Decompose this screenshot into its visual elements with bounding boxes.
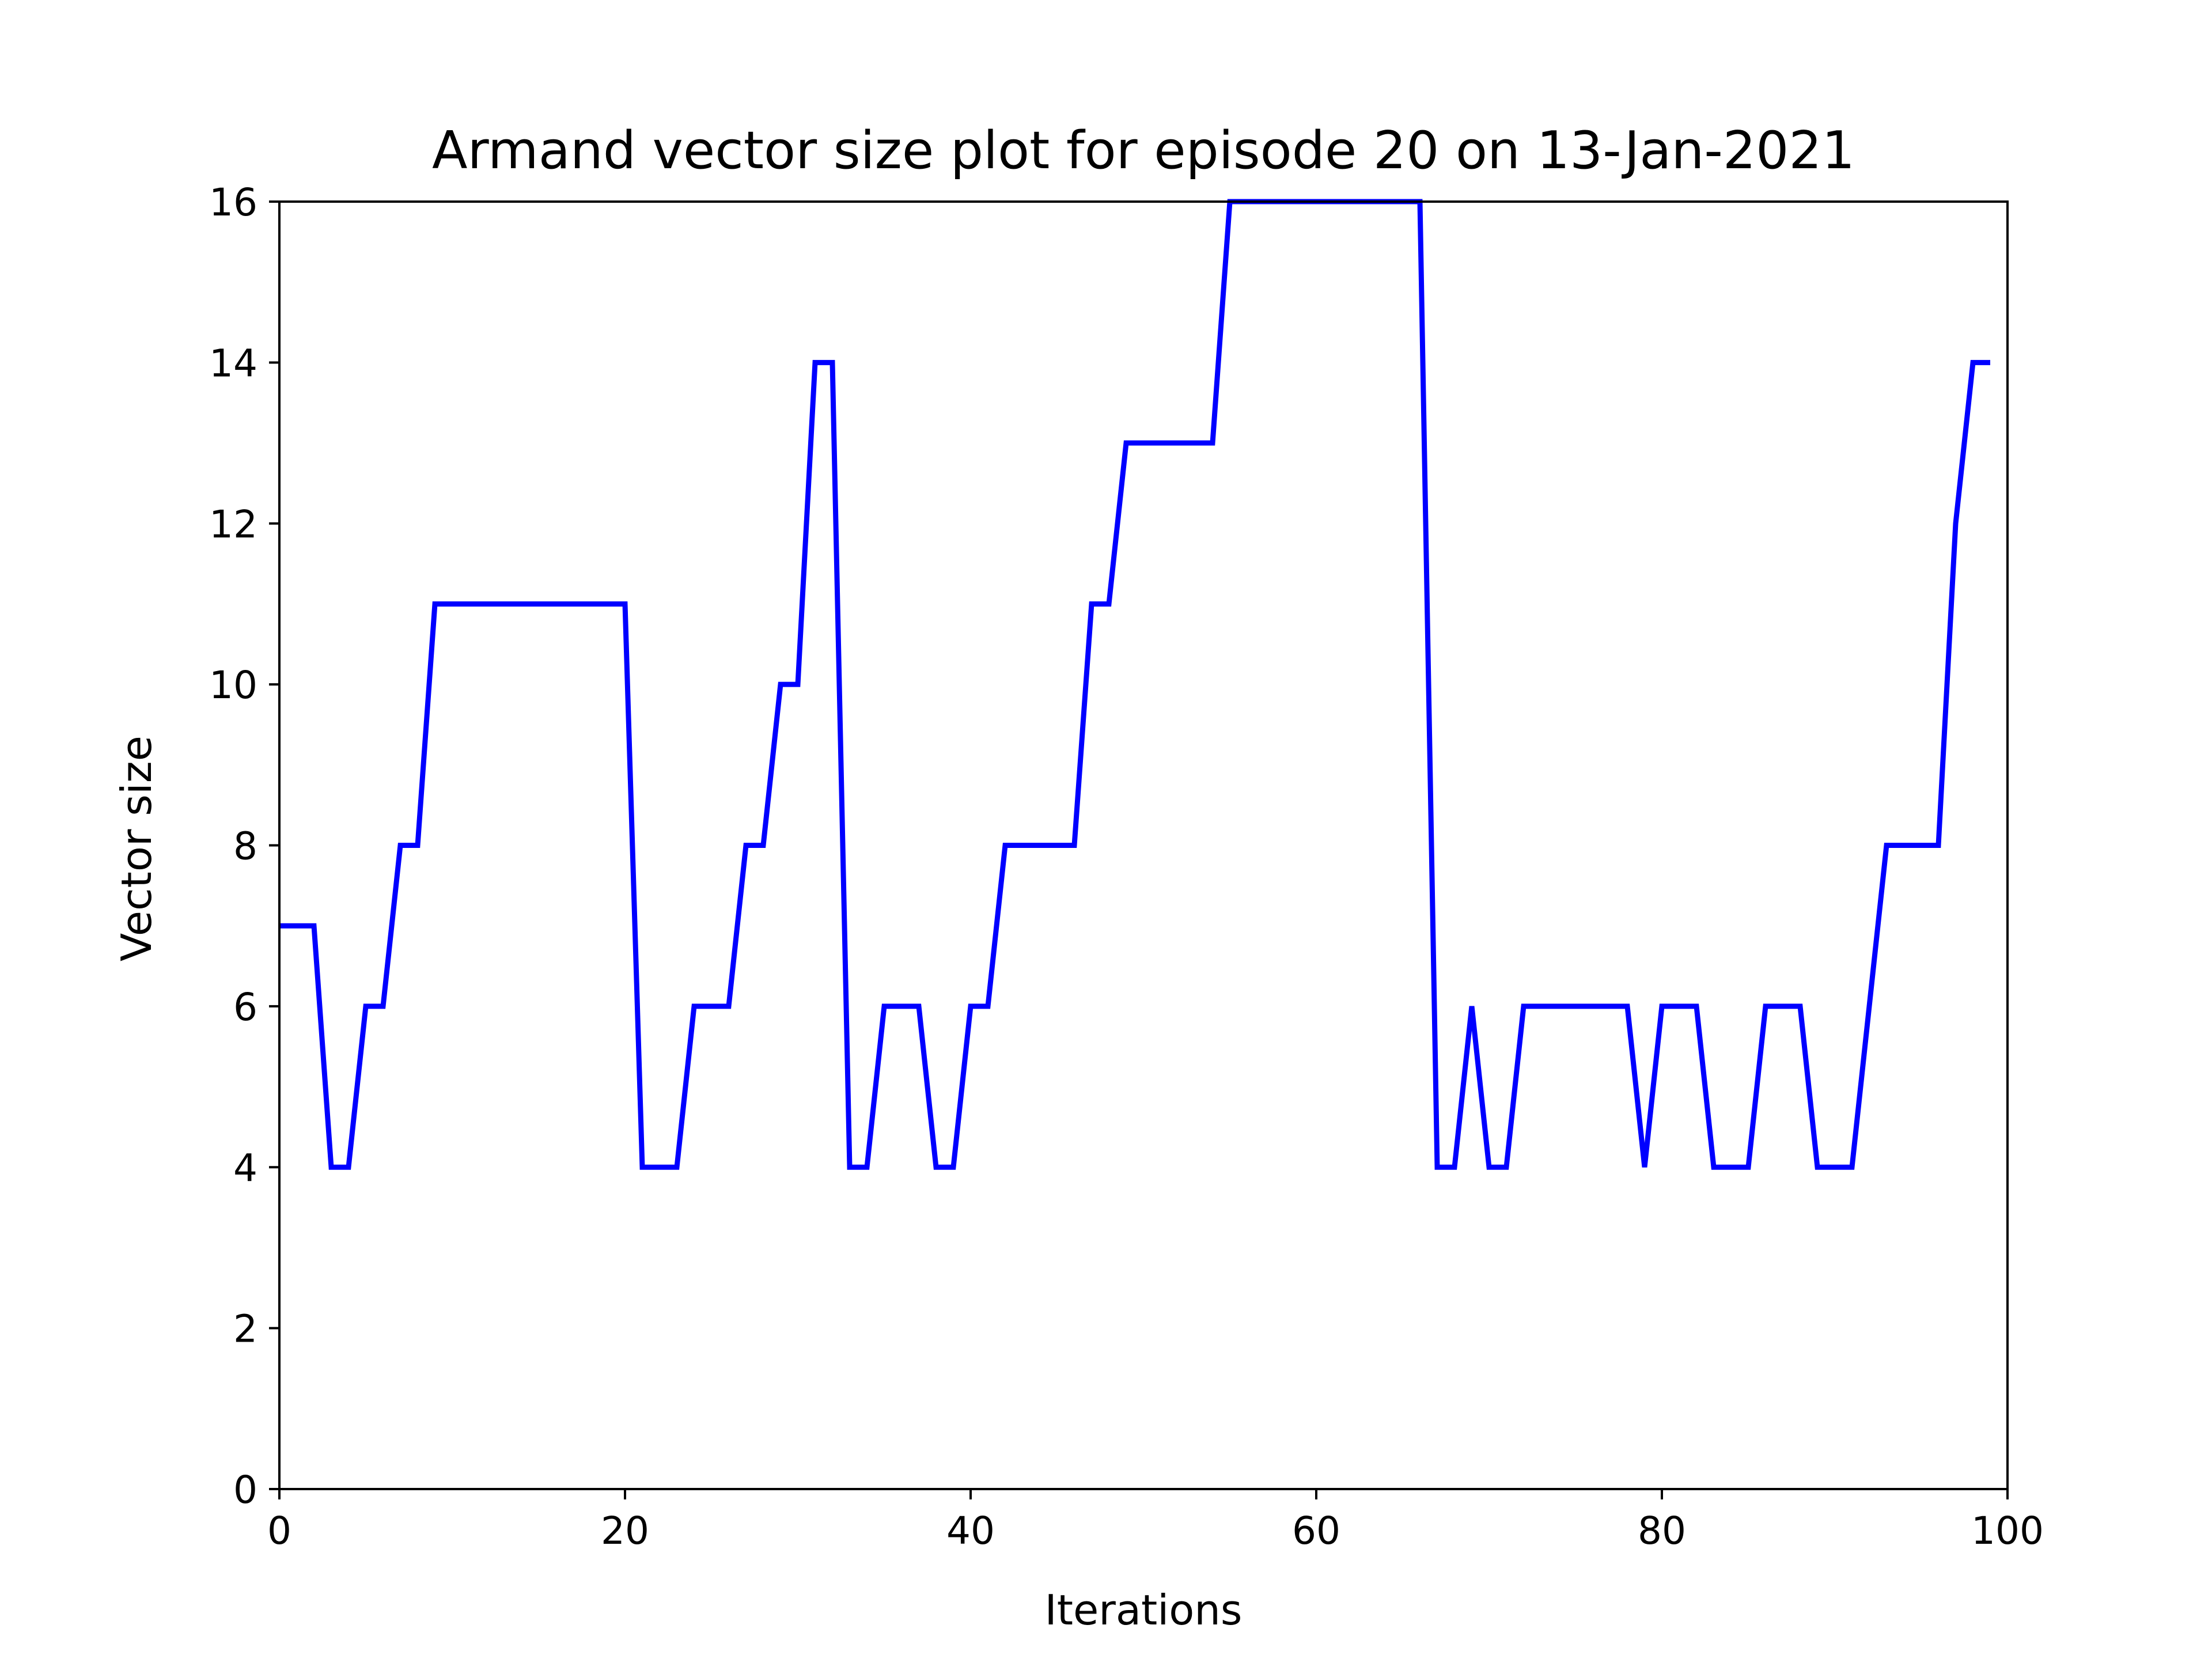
plot-area — [279, 199, 1990, 1170]
y-axis-label: Vector size — [112, 736, 161, 961]
x-tick-label: 0 — [267, 1509, 291, 1553]
x-tick-label: 20 — [601, 1509, 649, 1553]
y-tick-label: 2 — [233, 1307, 257, 1351]
x-axis-label: Iterations — [1045, 1586, 1243, 1634]
y-tick-label: 10 — [209, 663, 257, 707]
axes-frame — [278, 200, 2009, 1490]
x-tick-label: 80 — [1638, 1509, 1686, 1553]
y-tick-label: 8 — [233, 824, 257, 869]
x-tick-label: 100 — [1971, 1509, 2044, 1553]
chart-title: Armand vector size plot for episode 20 o… — [432, 120, 1855, 181]
x-tick-label: 40 — [946, 1509, 995, 1553]
series-line-0 — [279, 199, 1990, 1170]
y-tick-label: 12 — [209, 502, 257, 547]
y-tick-label: 4 — [233, 1146, 257, 1190]
axes: 0 20 40 60 80 100 0 2 4 6 8 10 12 14 16 — [209, 180, 2044, 1553]
x-tick-label: 60 — [1292, 1509, 1340, 1553]
y-tick-label: 6 — [233, 985, 257, 1029]
y-tick-label: 0 — [233, 1468, 257, 1512]
y-tick-label: 14 — [209, 341, 257, 385]
y-tick-label: 16 — [209, 180, 257, 225]
